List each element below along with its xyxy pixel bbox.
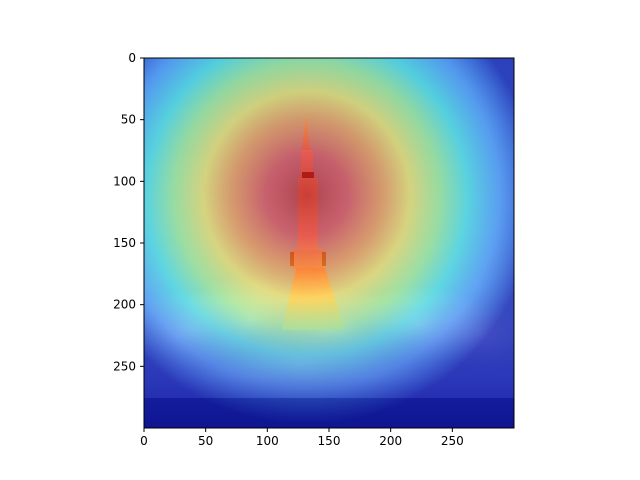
x-tick-label: 50 bbox=[198, 434, 213, 448]
heatmap-image bbox=[144, 58, 514, 428]
x-tick-label: 150 bbox=[318, 434, 341, 448]
y-tick-label: 100 bbox=[113, 174, 136, 188]
x-tick-label: 200 bbox=[379, 434, 402, 448]
y-tick-label: 250 bbox=[113, 359, 136, 373]
x-axis: 0 50 100 150 200 250 bbox=[140, 428, 464, 448]
x-tick-label: 250 bbox=[441, 434, 464, 448]
y-axis: 0 50 100 150 200 250 bbox=[113, 51, 144, 373]
x-tick-label: 0 bbox=[140, 434, 148, 448]
y-tick-label: 0 bbox=[128, 51, 136, 65]
x-tick-label: 100 bbox=[256, 434, 279, 448]
y-tick-label: 200 bbox=[113, 298, 136, 312]
y-tick-label: 50 bbox=[121, 113, 136, 127]
y-tick-label: 150 bbox=[113, 236, 136, 250]
